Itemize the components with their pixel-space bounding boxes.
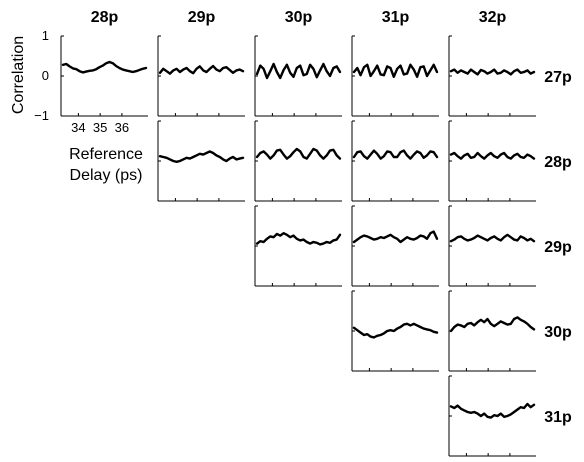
column-label: 29p bbox=[188, 9, 216, 26]
panel bbox=[351, 120, 439, 202]
column-label: 32p bbox=[479, 9, 507, 26]
column-label: 31p bbox=[382, 9, 410, 26]
panel bbox=[157, 35, 245, 117]
panel bbox=[254, 35, 342, 117]
panel bbox=[448, 375, 536, 457]
panel bbox=[351, 35, 439, 117]
x-axis-title-line-1: Reference bbox=[69, 146, 143, 163]
correlation-series-line bbox=[255, 231, 342, 246]
row-labels: 27p 28p 29p 30p 31p bbox=[544, 69, 572, 426]
correlation-series-line bbox=[449, 151, 536, 160]
correlation-series-line bbox=[449, 233, 536, 243]
panel bbox=[254, 120, 342, 202]
x-tick-label: 35 bbox=[93, 120, 107, 135]
panel bbox=[351, 290, 439, 372]
panel bbox=[351, 205, 439, 287]
row-label: 27p bbox=[544, 69, 572, 86]
y-axis-title: Correlation bbox=[10, 36, 27, 114]
panel bbox=[448, 205, 536, 287]
correlation-series-line bbox=[352, 149, 439, 160]
correlation-series-line bbox=[255, 62, 342, 80]
y-tick-label: 0 bbox=[42, 68, 49, 83]
correlation-series-line bbox=[255, 147, 342, 160]
y-tick-label: −1 bbox=[34, 108, 49, 123]
x-axis-title-line-2: Delay (ps) bbox=[70, 167, 143, 184]
row-label: 31p bbox=[544, 409, 572, 426]
column-label: 28p bbox=[91, 9, 119, 26]
correlation-series-line bbox=[158, 150, 245, 164]
axis-annotations: Correlation Reference Delay (ps) bbox=[10, 36, 143, 184]
row-label: 28p bbox=[544, 154, 572, 171]
correlation-series-line bbox=[158, 64, 245, 75]
correlation-series-line bbox=[352, 63, 439, 79]
x-tick-label: 34 bbox=[71, 120, 85, 135]
panel: 1 0 −1 34 35 36 bbox=[34, 28, 148, 135]
row-label: 30p bbox=[544, 324, 572, 341]
panel bbox=[448, 35, 536, 117]
y-tick-label: 1 bbox=[42, 28, 49, 43]
correlation-series-line bbox=[449, 316, 536, 333]
column-label: 30p bbox=[285, 9, 313, 26]
panel bbox=[254, 205, 342, 287]
column-labels: 28p 29p 30p 31p 32p bbox=[91, 9, 507, 26]
correlation-series-line bbox=[61, 60, 148, 74]
correlation-series-line bbox=[352, 230, 439, 244]
panel bbox=[448, 290, 536, 372]
correlation-series-line bbox=[449, 68, 536, 76]
x-tick-label: 36 bbox=[115, 120, 129, 135]
correlation-series-line bbox=[352, 322, 439, 339]
panel bbox=[448, 120, 536, 202]
panels: 1 0 −1 34 35 36 bbox=[34, 28, 536, 457]
row-label: 29p bbox=[544, 239, 572, 256]
correlation-series-line bbox=[449, 402, 536, 419]
panel bbox=[157, 120, 245, 202]
